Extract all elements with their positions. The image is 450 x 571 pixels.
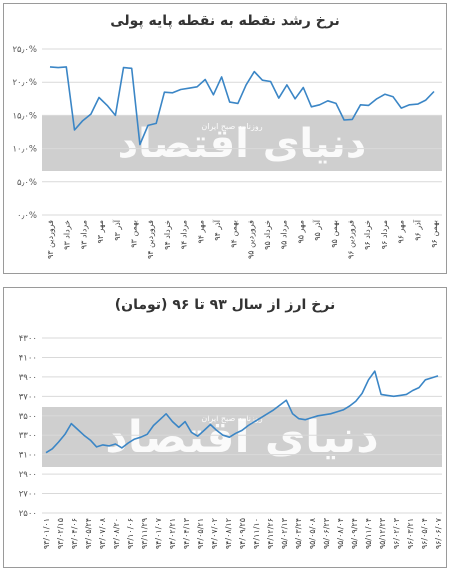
x-tick-label: ۹۳/۰۸/۲۰ (112, 518, 121, 549)
series-line (45, 370, 439, 454)
x-tick-label: ۹۳/۰۲/۱۵ (56, 518, 65, 549)
growth-chart-panel: نرخ رشد نقطه به نقطه پایه پولی دنیای اقت… (3, 3, 447, 274)
x-tick-label: ۹۵/۰۳/۲۴ (294, 518, 303, 549)
x-tick-label: ۹۴/۱۲/۲۶ (266, 518, 275, 549)
x-tick-label: ۹۴/۰۸/۱۲ (224, 518, 233, 549)
y-tick-label: ۳۱۰۰ (19, 451, 37, 461)
x-tick-label: ۹۴/۰۲/۲۱ (168, 518, 177, 549)
y-tick-label: ۲۵۰۰ (19, 509, 37, 519)
x-tick-label: بهمن ۹۵ (330, 220, 339, 248)
x-tick-label: خرداد ۹۳ (63, 220, 72, 250)
watermark-band (42, 115, 442, 171)
x-tick-label: ۹۳/۱۱/۲۹ (140, 518, 149, 549)
y-tick-label: ۳۳۰۰ (19, 431, 37, 441)
x-tick-label: ۹۴/۰۷/۰۲ (210, 518, 219, 549)
x-tick-label: ۹۴/۰۴/۱۳ (182, 517, 191, 549)
x-tick-label: ۹۳/۰۴/۰۶ (70, 518, 79, 549)
x-tick-label: فروردین ۹۳ (46, 220, 55, 259)
y-tick-label: ۲۰٫۰% (12, 78, 37, 88)
x-tick-label: بهمن ۹۳ (129, 220, 138, 248)
x-tick-label: ۹۴/۰۱/۰۷ (154, 517, 163, 549)
x-tick-label: ۹۵/۰۸/۰۴ (336, 518, 345, 549)
x-tick-label: آذر ۹۵ (312, 219, 322, 241)
x-tick-label: ۹۵/۱۱/۰۴ (364, 518, 373, 549)
x-tick-label: فروردین ۹۵ (246, 220, 255, 259)
y-tick-label: ۰٫۰% (17, 211, 37, 221)
y-tick-label: ۵٫۰% (17, 178, 37, 188)
x-tick-label: بهمن ۹۶ (430, 220, 439, 248)
y-tick-label: ۲۷۰۰ (19, 490, 37, 500)
x-tick-label: ۹۴/۱۱/۱۰ (252, 518, 261, 549)
y-tick-label: ۱۰٫۰% (12, 145, 37, 155)
x-tick-label: مرداد ۹۳ (79, 220, 88, 249)
x-tick-label: مرداد ۹۵ (280, 220, 289, 249)
series-line (49, 66, 435, 146)
x-tick-label: ۹۳/۱۰/۰۶ (126, 518, 135, 549)
x-tick-label: مهر ۹۳ (96, 220, 105, 244)
y-tick-label: ۴۳۰۰ (19, 334, 37, 344)
x-tick-label: بهمن ۹۴ (230, 220, 239, 248)
x-tick-label: مرداد ۹۴ (180, 220, 189, 249)
x-tick-label: ۹۶/۰۳/۲۱ (406, 518, 415, 549)
x-tick-label: خرداد ۹۶ (363, 220, 372, 250)
x-tick-label: خرداد ۹۴ (163, 220, 172, 250)
y-tick-label: ۳۷۰۰ (19, 392, 37, 402)
y-tick-label: ۳۵۰۰ (19, 412, 37, 422)
y-tick-label: ۱۵٫۰% (12, 111, 37, 121)
x-tick-label: ۹۵/۰۹/۲۴ (350, 518, 359, 549)
x-tick-label: آذر ۹۶ (412, 219, 422, 241)
x-tick-label: ۹۴/۰۹/۲۵ (238, 518, 247, 549)
currency-chart-panel: نرخ ارز از سال ۹۳ تا ۹۶ (تومان) دنیای اق… (3, 287, 447, 568)
currency-chart-title: نرخ ارز از سال ۹۳ تا ۹۶ (تومان) (114, 297, 336, 313)
growth-chart-title: نرخ رشد نقطه به نقطه پایه پولی (110, 13, 340, 29)
y-tick-label: ۲۹۰۰ (19, 470, 37, 480)
watermark-band (42, 407, 442, 467)
watermark-subtext: روزنامه صبح ایران (201, 122, 262, 131)
x-tick-label: ۹۶/۰۲/۰۳ (392, 517, 401, 549)
x-tick-label: ۹۳/۰۷/۰۸ (98, 517, 107, 549)
x-tick-label: ۹۵/۰۵/۰۸ (308, 517, 317, 549)
x-tick-label: ۹۵/۰۶/۲۳ (322, 517, 331, 549)
x-tick-label: ۹۵/۰۲/۱۳ (280, 517, 289, 549)
x-tick-label: آذر ۹۳ (112, 219, 122, 241)
x-tick-label: خرداد ۹۵ (263, 220, 272, 250)
x-tick-label: ۹۶/۰۶/۰۷ (434, 517, 443, 549)
y-tick-label: ۴۱۰۰ (19, 353, 37, 363)
x-tick-label: مرداد ۹۶ (380, 220, 389, 249)
x-tick-label: آذر ۹۴ (212, 219, 222, 241)
x-tick-label: ۹۳/۰۵/۲۴ (84, 518, 93, 549)
x-tick-label: فروردین ۹۶ (347, 220, 356, 259)
x-tick-label: ۹۶/۰۵/۰۴ (420, 518, 429, 549)
watermark-text: دنیای اقتصاد (118, 121, 367, 167)
x-tick-label: ۹۵/۱۲/۲۳ (378, 517, 387, 549)
x-tick-label: ۹۴/۰۵/۲۱ (196, 518, 205, 549)
watermark-subtext: روزنامه صبح ایران (201, 414, 262, 423)
y-tick-label: ۳۹۰۰ (19, 373, 37, 383)
x-tick-label: مهر ۹۴ (196, 220, 205, 244)
x-tick-label: مهر ۹۶ (397, 220, 406, 244)
x-tick-label: مهر ۹۵ (296, 220, 305, 244)
x-tick-label: فروردین ۹۴ (146, 220, 155, 259)
x-tick-label: ۹۳/۰۱/۰۱ (42, 518, 51, 549)
y-tick-label: ۲۵٫۰% (12, 45, 37, 55)
